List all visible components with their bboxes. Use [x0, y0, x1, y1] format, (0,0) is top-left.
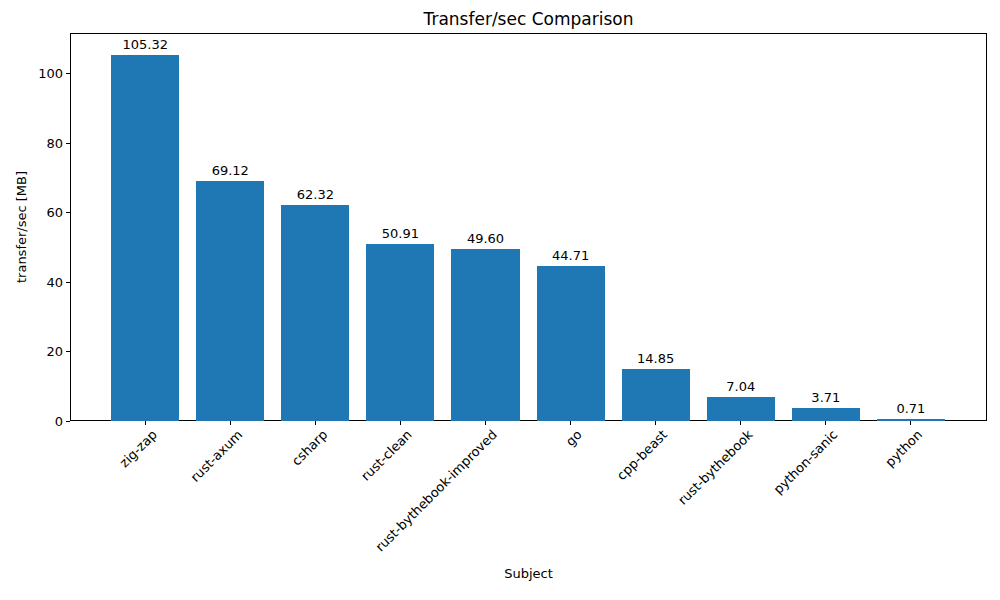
y-tick-mark: [66, 143, 70, 144]
bar: [196, 181, 264, 421]
y-tick-mark: [66, 212, 70, 213]
bar-value-label: 105.32: [105, 37, 185, 52]
bar-value-label: 50.91: [360, 226, 440, 241]
bar: [111, 55, 179, 421]
bar: [281, 205, 349, 421]
x-axis-label: Subject: [70, 566, 987, 582]
bar-value-label: 14.85: [616, 351, 696, 366]
bar-value-label: 49.60: [446, 231, 526, 246]
x-tick-mark: [740, 421, 741, 425]
x-tick-mark: [230, 421, 231, 425]
bar: [451, 249, 519, 421]
bar: [792, 408, 860, 421]
x-tick-mark: [400, 421, 401, 425]
bar-value-label: 7.04: [701, 379, 781, 394]
bar-value-label: 44.71: [531, 248, 611, 263]
bar-value-label: 3.71: [786, 390, 866, 405]
x-tick-mark: [910, 421, 911, 425]
x-tick-label: zig-zap: [116, 427, 159, 470]
x-tick-label: rust-clean: [358, 427, 415, 484]
x-tick-mark: [145, 421, 146, 425]
x-tick-label: python: [883, 427, 926, 470]
y-tick-mark: [66, 73, 70, 74]
chart-title: Transfer/sec Comparison: [70, 9, 987, 29]
x-tick-mark: [655, 421, 656, 425]
y-tick-mark: [66, 421, 70, 422]
x-tick-mark: [570, 421, 571, 425]
bar: [622, 369, 690, 421]
bar: [366, 244, 434, 421]
figure: Transfer/sec Comparison 020406080100105.…: [0, 0, 1000, 600]
y-axis-label: transfer/sec [MB]: [14, 171, 30, 283]
bar: [537, 266, 605, 421]
x-tick-mark: [315, 421, 316, 425]
x-tick-label: cpp-beast: [614, 427, 670, 483]
x-tick-label: python-sanic: [771, 427, 841, 497]
x-tick-mark: [485, 421, 486, 425]
bar-value-label: 0.71: [871, 401, 951, 416]
bar-value-label: 62.32: [275, 187, 355, 202]
y-tick-mark: [66, 351, 70, 352]
x-tick-label: go: [563, 427, 585, 449]
bar: [707, 397, 775, 421]
x-tick-label: rust-bythebook: [675, 427, 756, 508]
x-tick-mark: [825, 421, 826, 425]
bar-value-label: 69.12: [190, 163, 270, 178]
x-tick-label: csharp: [288, 427, 330, 469]
y-axis-label-wrap: transfer/sec [MB]: [14, 33, 30, 421]
y-tick-mark: [66, 282, 70, 283]
x-tick-label: rust-axum: [187, 427, 245, 485]
